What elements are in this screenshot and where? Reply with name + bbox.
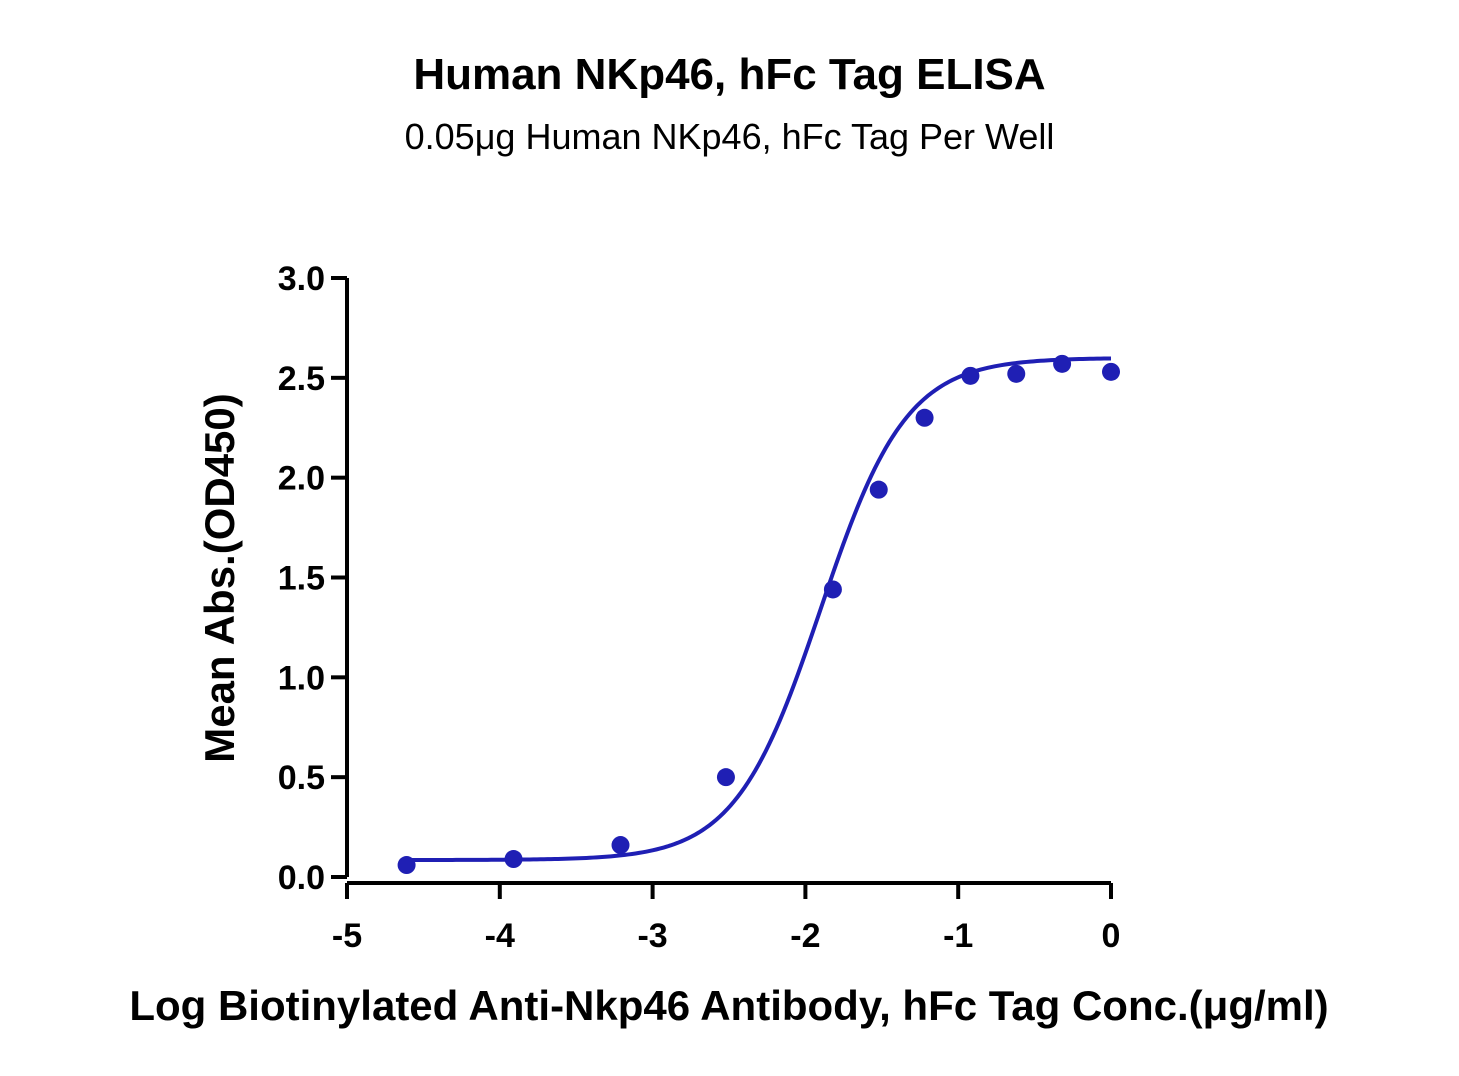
x-tick-label: -3 bbox=[637, 917, 667, 955]
chart-title: Human NKp46, hFc Tag ELISA bbox=[413, 50, 1046, 99]
data-point bbox=[823, 580, 842, 599]
x-tick-label: -5 bbox=[332, 917, 362, 955]
chart-subtitle: 0.05μg Human NKp46, hFc Tag Per Well bbox=[404, 116, 1055, 157]
data-point bbox=[716, 768, 735, 787]
data-point bbox=[1053, 354, 1072, 373]
y-tick-label: 3.0 bbox=[278, 260, 325, 298]
y-axis-label: Mean Abs.(OD450) bbox=[196, 393, 243, 763]
x-tick-label: -4 bbox=[485, 917, 515, 955]
data-point bbox=[915, 408, 934, 427]
data-point bbox=[611, 836, 630, 855]
y-tick-label: 0.0 bbox=[278, 859, 325, 897]
data-point bbox=[961, 366, 980, 385]
fit-curve-line bbox=[406, 356, 1112, 862]
x-axis-label: Log Biotinylated Anti-Nkp46 Antibody, hF… bbox=[129, 982, 1328, 1029]
data-point bbox=[869, 480, 888, 499]
y-tick-label: 2.5 bbox=[278, 360, 325, 398]
y-tick-label: 1.0 bbox=[278, 659, 325, 697]
x-tick-label: -1 bbox=[943, 917, 973, 955]
fit-curve-layer bbox=[406, 356, 1112, 862]
data-point bbox=[1102, 362, 1120, 381]
axes: 0.0 0.5 1.0 1.5 2.0 2.5 3.0 -5 -4 -3 -2 -1 0 bbox=[278, 260, 1121, 955]
x-tick-label: -2 bbox=[790, 917, 820, 955]
x-tick-label: 0 bbox=[1102, 917, 1121, 955]
data-point bbox=[504, 850, 523, 869]
y-tick-label: 0.5 bbox=[278, 759, 325, 797]
data-point bbox=[397, 856, 416, 875]
data-point bbox=[1007, 364, 1026, 383]
y-tick-label: 2.0 bbox=[278, 460, 325, 498]
data-points-layer bbox=[397, 354, 1120, 875]
y-tick-label: 1.5 bbox=[278, 560, 325, 598]
